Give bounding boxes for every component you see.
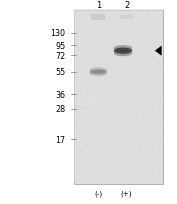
Bar xyxy=(74,11,163,184)
Text: 36: 36 xyxy=(56,90,65,99)
Text: (+): (+) xyxy=(121,190,132,196)
Ellipse shape xyxy=(89,72,107,77)
Text: 55: 55 xyxy=(55,68,65,77)
Text: 2: 2 xyxy=(124,1,129,10)
Text: 72: 72 xyxy=(55,52,65,61)
Text: 1: 1 xyxy=(96,1,101,10)
Ellipse shape xyxy=(114,48,132,54)
Bar xyxy=(120,16,133,20)
Text: (-): (-) xyxy=(94,190,102,196)
Text: 95: 95 xyxy=(55,41,65,50)
Bar xyxy=(91,15,105,20)
Ellipse shape xyxy=(114,46,132,52)
Ellipse shape xyxy=(114,51,132,57)
Ellipse shape xyxy=(89,70,107,75)
Text: 17: 17 xyxy=(55,135,65,144)
Ellipse shape xyxy=(89,68,107,73)
Polygon shape xyxy=(155,46,162,57)
Text: 130: 130 xyxy=(50,29,65,38)
Text: 28: 28 xyxy=(55,105,65,114)
